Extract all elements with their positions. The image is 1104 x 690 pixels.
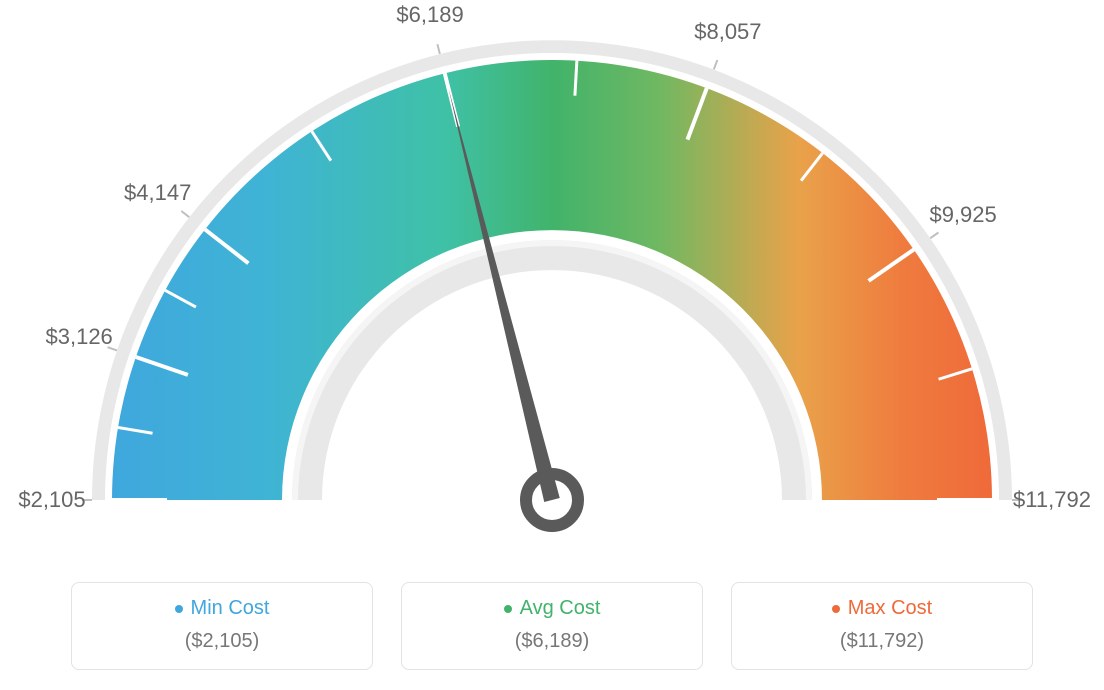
tick-label: $3,126 [46,324,113,350]
tick-label: $4,147 [124,180,191,206]
tick-label: $11,792 [1013,487,1091,513]
gauge-area: $2,105 $3,126 $4,147 $6,189 $8,057 $9,925 $11,… [0,0,1104,560]
legend-value-min: ($2,105) [72,630,372,653]
outer-tick [181,211,189,217]
tick-label: $8,057 [694,19,761,45]
gauge-svg [0,0,1104,560]
legend-row: Min Cost ($2,105) Avg Cost ($6,189) Max … [0,582,1104,670]
legend-card-avg: Avg Cost ($6,189) [401,582,703,670]
legend-title-text: Avg Cost [520,597,601,620]
tick-label: $2,105 [18,487,85,513]
cost-gauge-widget: $2,105 $3,126 $4,147 $6,189 $8,057 $9,925 $11,… [0,0,1104,690]
dot-icon [832,605,840,613]
legend-value-max: ($11,792) [732,630,1032,653]
tick-label: $9,925 [929,202,996,228]
legend-title-avg: Avg Cost [504,597,601,620]
legend-title-text: Min Cost [191,597,270,620]
dot-icon [175,605,183,613]
legend-title-text: Max Cost [848,597,932,620]
outer-tick [930,232,938,238]
color-arc [112,60,992,500]
dot-icon [504,605,512,613]
gauge-tick [575,61,577,96]
legend-card-max: Max Cost ($11,792) [731,582,1033,670]
legend-value-avg: ($6,189) [402,630,702,653]
tick-label: $6,189 [396,2,463,28]
legend-card-min: Min Cost ($2,105) [71,582,373,670]
outer-tick [714,60,718,69]
legend-title-min: Min Cost [175,597,270,620]
outer-tick [437,44,439,54]
legend-title-max: Max Cost [832,597,932,620]
